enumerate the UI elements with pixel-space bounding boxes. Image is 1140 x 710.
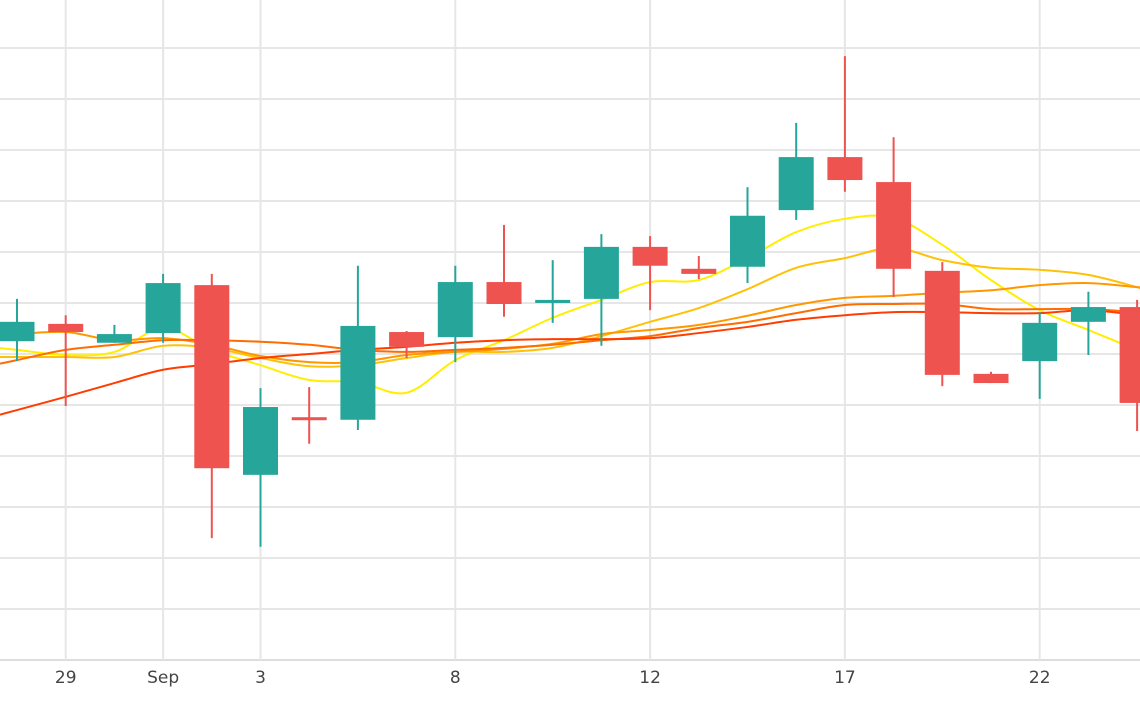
candle-body (340, 325, 376, 420)
x-tick-label: 22 (1029, 668, 1051, 688)
candle-up (1022, 312, 1058, 399)
candle-down (194, 273, 230, 539)
candle-body (535, 299, 571, 303)
candle-up (243, 388, 278, 547)
ma-dark-orange-line (0, 302, 1140, 365)
x-tick-label: 3 (255, 668, 266, 688)
candle-body (145, 283, 181, 334)
candle-up (1070, 291, 1106, 355)
candle-down (48, 315, 84, 406)
candle-body (437, 282, 473, 338)
candle-body (583, 246, 619, 299)
candle-down (632, 236, 668, 311)
candle-body (243, 407, 278, 475)
candle-body (1022, 322, 1058, 362)
x-tick-label: 8 (450, 668, 461, 688)
candle-body (778, 157, 814, 211)
candle-down (486, 224, 522, 317)
candle-body (0, 321, 35, 342)
candle-body (681, 268, 717, 274)
candle-body (1070, 307, 1106, 322)
candle-up (96, 324, 132, 343)
candle-body (924, 270, 960, 375)
candle-up (0, 298, 35, 362)
candle-body (194, 285, 230, 469)
candle-down (291, 387, 327, 444)
candle-body (1119, 307, 1140, 403)
candle-body (96, 334, 132, 343)
candle-down (876, 137, 912, 297)
candle-up (583, 234, 619, 346)
candle-down (973, 371, 1009, 384)
candle-up (437, 265, 473, 363)
candle-down (827, 56, 863, 192)
x-tick-label: 17 (834, 668, 856, 688)
candle-body (486, 282, 522, 304)
candle-body (632, 246, 668, 266)
x-tick-label: 29 (55, 668, 77, 688)
x-tick-label: Sep (147, 668, 179, 688)
candle-body (973, 373, 1009, 384)
candle-down (681, 256, 717, 279)
candle-body (827, 157, 863, 181)
candle-body (876, 182, 912, 269)
candle-body (291, 417, 327, 421)
candle-up (730, 187, 765, 284)
candle-body (48, 323, 84, 333)
candle-up (535, 260, 571, 323)
x-axis: 29 Sep 3 8 12 17 22 (55, 668, 1051, 688)
ma-red-line (0, 309, 1140, 416)
candle-up (340, 265, 376, 430)
x-tick-label: 12 (639, 668, 661, 688)
candles (0, 56, 1140, 547)
candle-down (1119, 299, 1140, 431)
candle-up (778, 122, 814, 220)
candle-body (389, 332, 425, 347)
candle-up (145, 273, 181, 343)
candle-body (730, 215, 765, 267)
candle-down (389, 331, 425, 359)
candle-down (924, 262, 960, 387)
